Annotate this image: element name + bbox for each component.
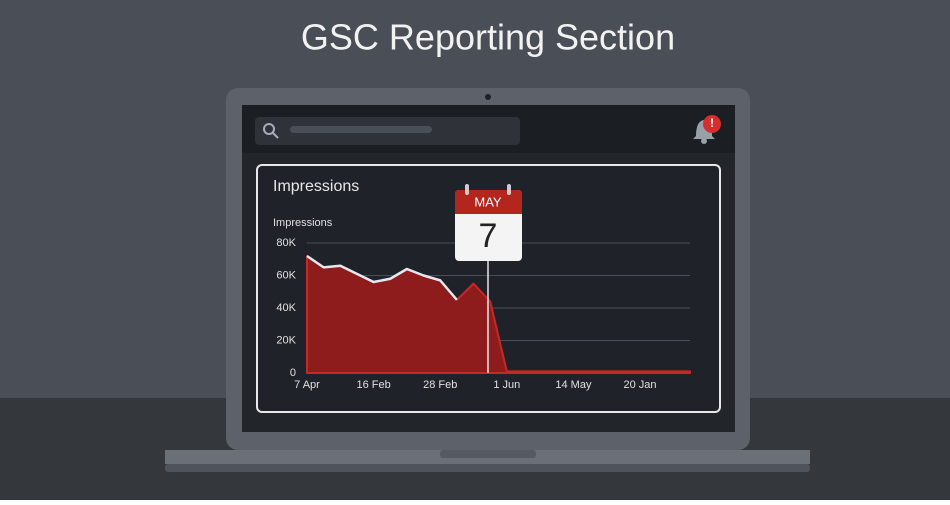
laptop-notch [440, 450, 536, 458]
x-tick-label: 28 Feb [423, 379, 457, 391]
line [306, 254, 458, 301]
x-tick-label: 16 Feb [356, 379, 390, 391]
y-tick-label: 60K [276, 269, 296, 281]
x-tick-label: 20 Jan [624, 379, 657, 391]
y-tick-label: 40K [276, 302, 296, 314]
plot: 0 20K 40K 60K 80K 7 Apr 16 Feb 28 Feb 1 Jun 14 Ma… [276, 237, 691, 391]
calendar-ring [507, 184, 511, 195]
search-icon [272, 132, 279, 139]
y-tick-label: 80K [276, 237, 296, 249]
bell-icon [701, 138, 707, 144]
calendar-day: 7 [479, 217, 498, 255]
page-title: GSC Reporting Section [301, 17, 675, 58]
calendar-month: MAY [474, 194, 502, 209]
notification-badge-mark: ! [710, 116, 714, 130]
search-placeholder [290, 126, 432, 133]
calendar-ring [465, 184, 469, 195]
calendar-header [455, 190, 522, 214]
y-axis-label: Impressions [273, 217, 333, 229]
notification-badge [703, 115, 721, 133]
x-tick-label: 1 Jun [493, 379, 520, 391]
laptop-base-edge [165, 464, 810, 472]
card-title: Impressions [273, 178, 359, 195]
search-icon [263, 123, 275, 135]
y-tick-label: 20K [276, 334, 296, 346]
x-tick-label: 7 Apr [294, 379, 320, 391]
y-tick-label: 0 [290, 367, 296, 379]
x-tick-label: 14 May [555, 379, 592, 391]
camera [485, 94, 491, 100]
